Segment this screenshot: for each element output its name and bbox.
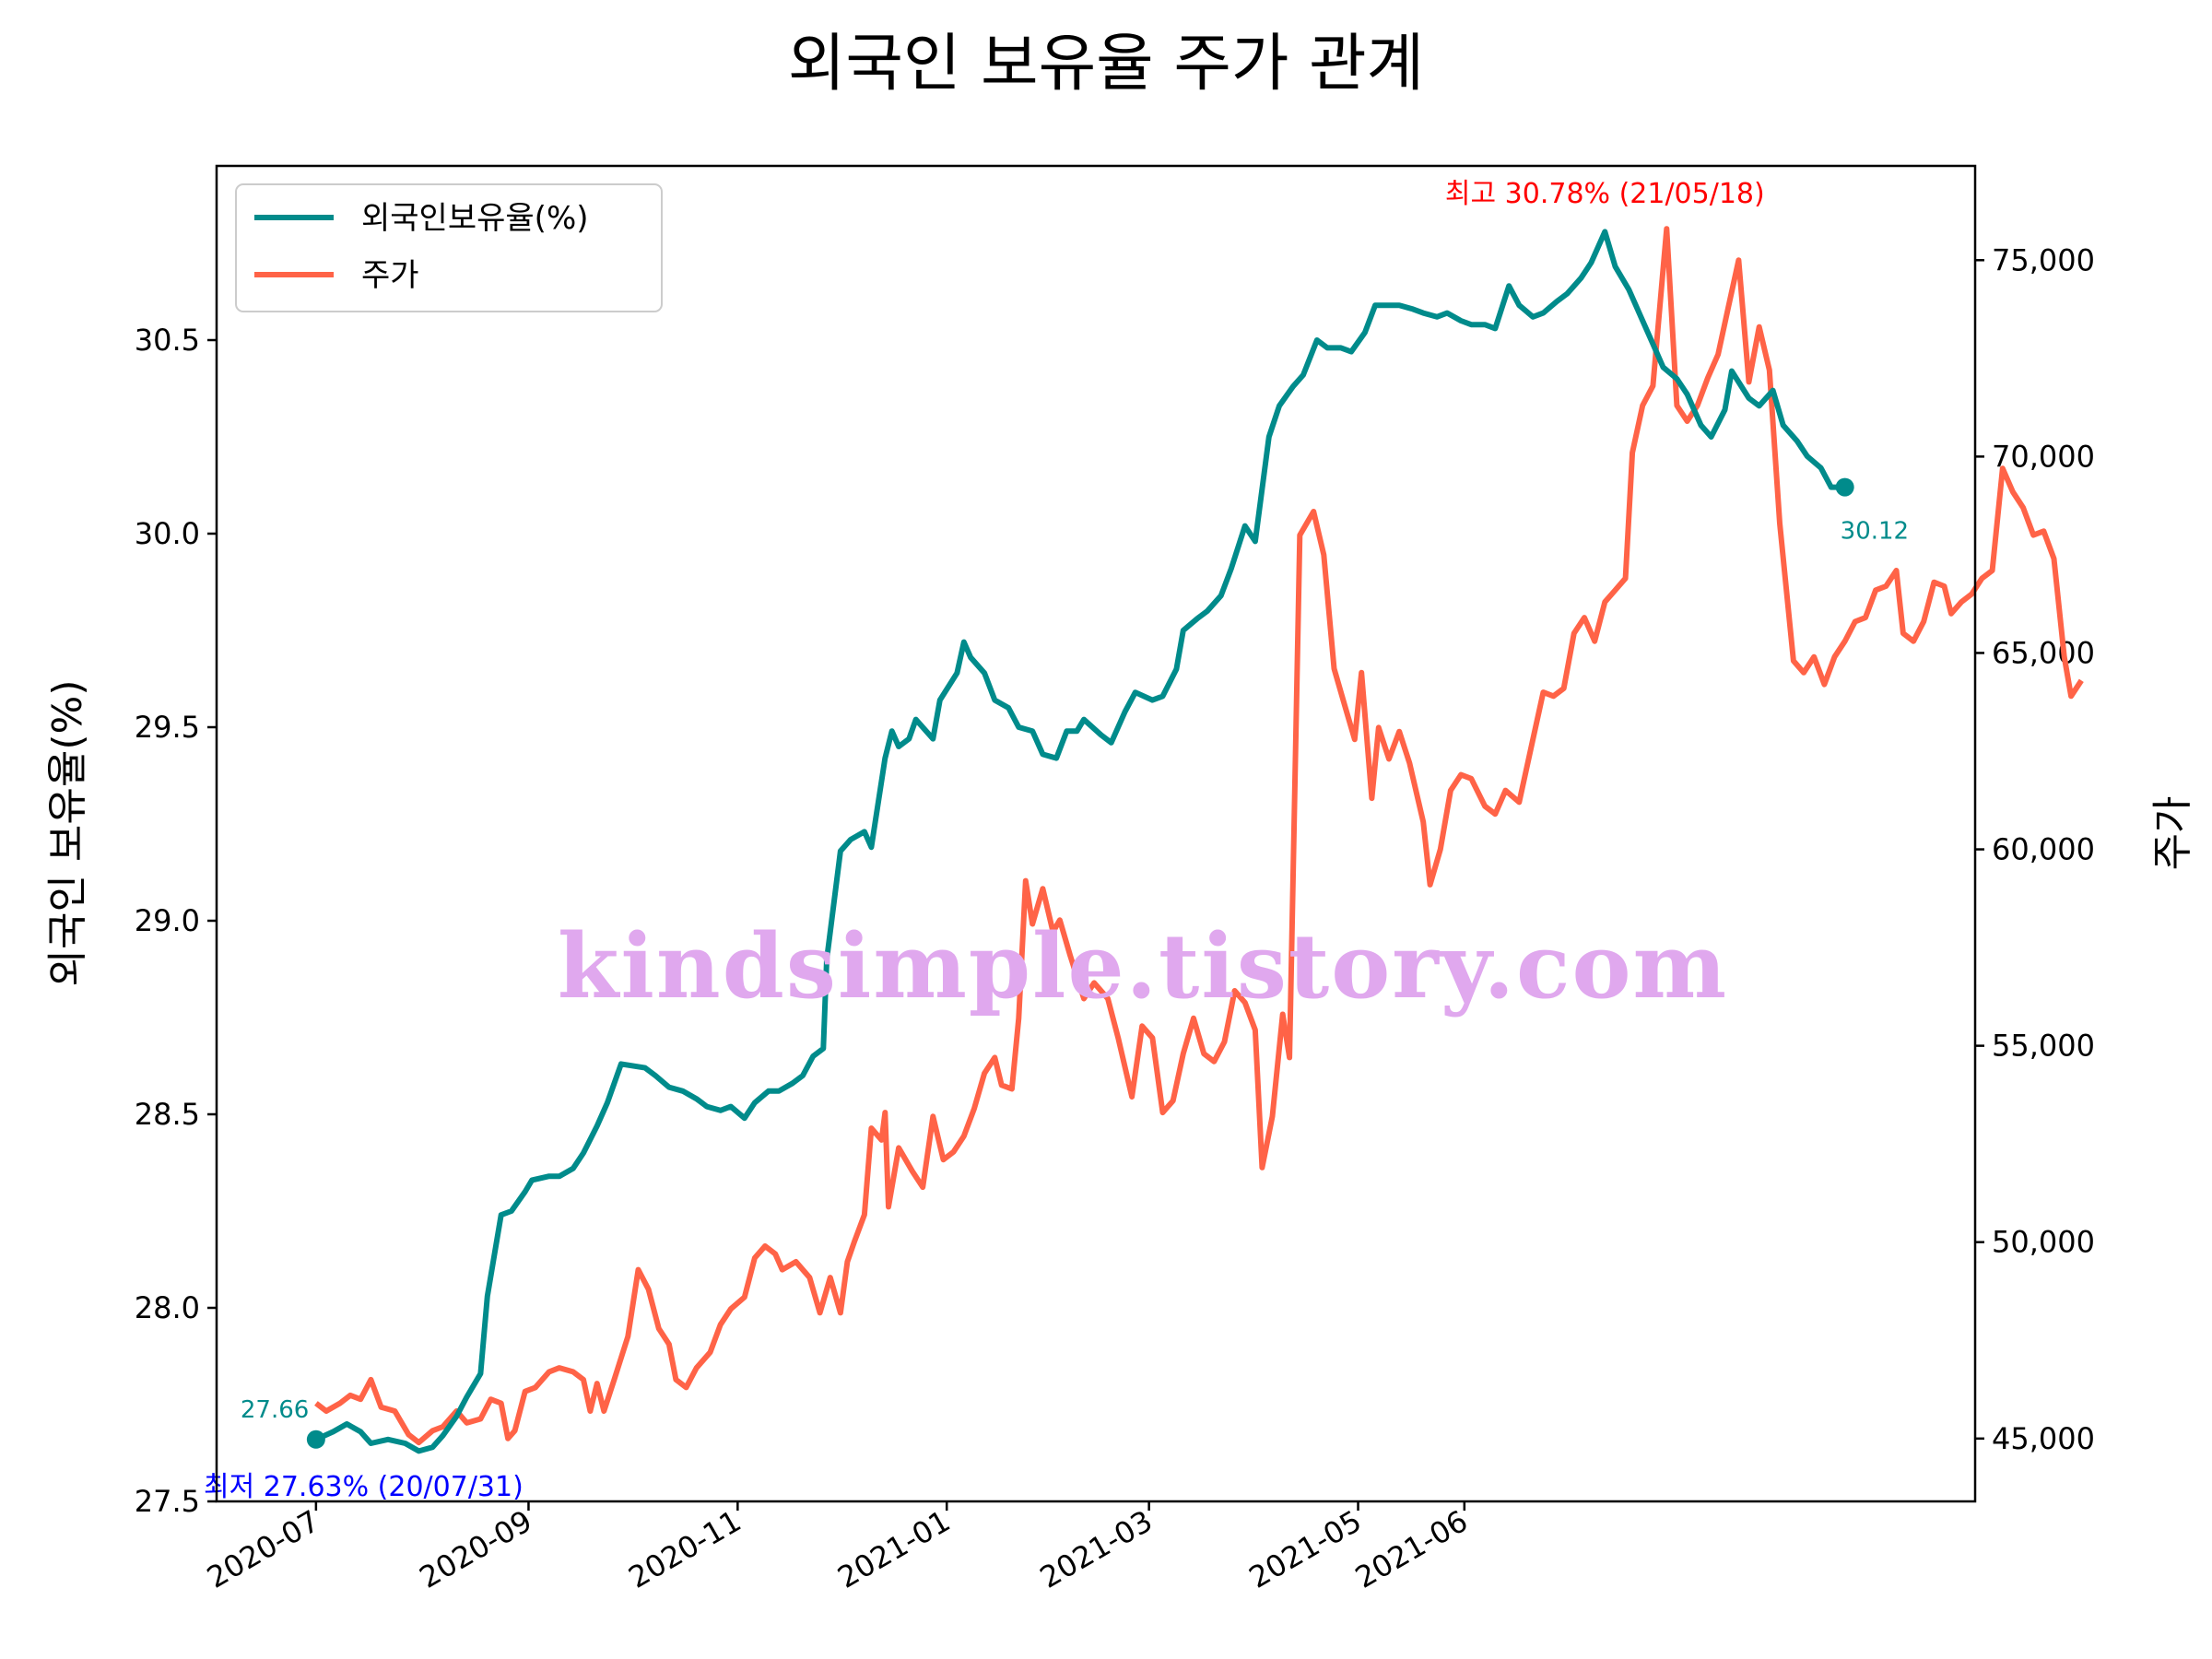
plot-frame (215, 164, 1977, 1503)
price-line (314, 226, 2084, 1446)
right-tick-label: 60,000 (1992, 832, 2095, 867)
legend-label-price: 주가 (361, 257, 419, 294)
start-value-label: 27.66 (241, 1396, 309, 1424)
chart-title: 외국인 보유율 주가 관계 (788, 28, 1424, 100)
x-tick-label: 2020-11 (623, 1503, 747, 1595)
x-tick-label: 2021-03 (1034, 1503, 1159, 1595)
end-marker (1835, 477, 1854, 497)
right-tick-label: 55,000 (1992, 1029, 2095, 1064)
legend: 외국인보유율(%) 주가 (235, 183, 663, 312)
x-axis: 2020-07 2020-09 2020-11 2021-01 2021-03 2021-… (201, 1501, 1474, 1595)
x-tick-label: 2021-01 (831, 1503, 956, 1595)
left-tick-label: 28.0 (135, 1290, 200, 1325)
left-axis-title: 외국인 보유율(%) (44, 679, 91, 986)
watermark-text: kindsimple.tistory.com (558, 914, 1728, 1018)
right-axis-title: 주가 (2149, 796, 2196, 871)
x-tick-label: 2021-06 (1349, 1503, 1474, 1595)
left-tick-label: 29.0 (135, 903, 200, 938)
right-axis: 45,000 50,000 55,000 60,000 65,000 70,000 75,0… (1975, 242, 2095, 1456)
right-tick-label: 50,000 (1992, 1225, 2095, 1260)
x-tick-label: 2020-09 (414, 1503, 538, 1595)
x-tick-label: 2021-05 (1243, 1503, 1368, 1595)
right-tick-label: 75,000 (1992, 242, 2095, 277)
end-value-label: 30.12 (1841, 518, 1909, 546)
left-tick-label: 30.0 (135, 516, 200, 551)
legend-box (235, 183, 663, 312)
left-tick-label: 27.5 (135, 1484, 200, 1519)
min-annotation: 최저 27.63% (20/07/31) (204, 1471, 524, 1503)
left-tick-label: 28.5 (135, 1097, 200, 1132)
foreign-ownership-line (314, 229, 1845, 1454)
start-marker (306, 1430, 325, 1449)
x-tick-label: 2020-07 (201, 1503, 325, 1595)
legend-label-ratio: 외국인보유율(%) (361, 200, 589, 237)
right-tick-label: 65,000 (1992, 635, 2095, 670)
left-tick-label: 29.5 (135, 710, 200, 745)
right-tick-label: 70,000 (1992, 439, 2095, 474)
right-tick-label: 45,000 (1992, 1421, 2095, 1456)
left-tick-label: 30.5 (135, 323, 200, 358)
left-axis: 27.5 28.0 28.5 29.0 29.5 30.0 30.5 (135, 323, 217, 1519)
max-annotation: 최고 30.78% (21/05/18) (1445, 178, 1765, 210)
